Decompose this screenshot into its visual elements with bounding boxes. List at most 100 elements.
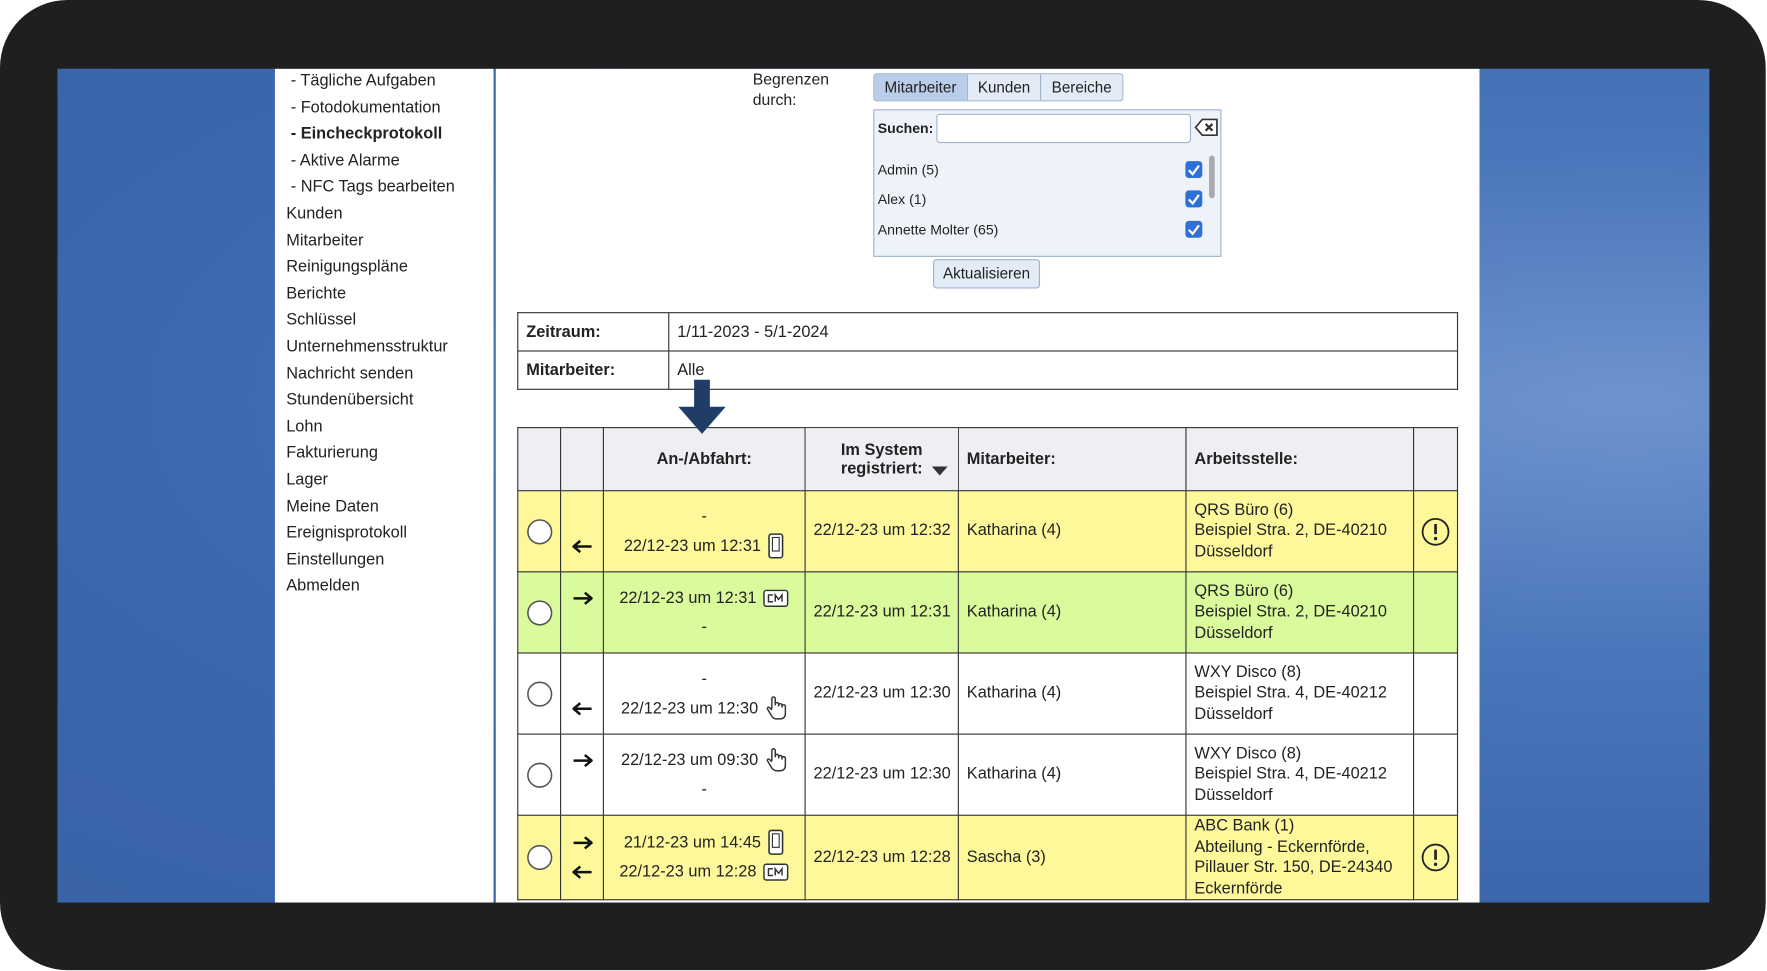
time-text: 22/12-23 um 12:31 xyxy=(623,536,761,555)
nav-item[interactable]: Unternehmensstruktur xyxy=(286,338,448,357)
table-row[interactable]: 22/12-23 um 12:31 - 22/12-23 um 12:31 Katha… xyxy=(517,571,1459,654)
direction-line xyxy=(561,775,603,804)
radio-button[interactable] xyxy=(526,761,553,788)
source-icon xyxy=(768,532,784,558)
registered: 22/12-23 um 12:30 xyxy=(813,684,951,703)
nav-item[interactable]: Reinigungspläne xyxy=(286,258,408,277)
alert[interactable] xyxy=(1414,517,1457,546)
employee-cell: Katharina (4) xyxy=(957,571,1187,654)
time-text: - xyxy=(701,618,707,637)
table-row[interactable]: - 22/12-23 um 12:30 22/12-23 um 12:30 Katha… xyxy=(517,652,1459,735)
registered-cell: 22/12-23 um 12:30 xyxy=(804,652,959,735)
time-text: 22/12-23 um 12:31 xyxy=(619,588,757,607)
nav-item[interactable]: Meine Daten xyxy=(286,497,379,516)
nav-item[interactable]: Fakturierung xyxy=(286,444,378,463)
check-in-table: An-/Abfahrt: Im System registriert: Mitarb… xyxy=(517,427,1459,901)
alert[interactable] xyxy=(1414,843,1457,872)
direction-line xyxy=(561,745,603,774)
nav-item[interactable]: - Tägliche Aufgaben xyxy=(290,72,436,91)
radio-button[interactable] xyxy=(526,599,553,626)
checkbox[interactable] xyxy=(1185,161,1203,179)
time-text: - xyxy=(701,507,707,526)
nav-item[interactable]: - Aktive Alarme xyxy=(290,151,400,170)
nav-item[interactable]: Nachricht senden xyxy=(286,364,414,383)
nav-item[interactable]: Lohn xyxy=(286,417,323,436)
time-line: 22/12-23 um 12:31 xyxy=(604,583,805,612)
direction-lines xyxy=(561,583,603,642)
registered-cell: 22/12-23 um 12:32 xyxy=(804,490,959,573)
employee-cell: Katharina (4) xyxy=(957,490,1187,573)
time-text: 22/12-23 um 09:30 xyxy=(621,751,759,770)
nav-item[interactable]: Ereignisprotokoll xyxy=(286,524,408,543)
time-text: 22/12-23 um 12:30 xyxy=(621,699,759,718)
table-row[interactable]: 21/12-23 um 14:45 22/12-23 um 12:28 22/12-… xyxy=(517,814,1459,901)
radio-cell xyxy=(518,599,560,626)
pointer-arrow xyxy=(678,379,726,434)
time-line: 21/12-23 um 14:45 xyxy=(604,828,805,857)
nav-item[interactable]: - Eincheckprotokoll xyxy=(290,125,443,144)
employee-cell: Sascha (3) xyxy=(957,814,1187,901)
checkbox[interactable] xyxy=(1185,190,1203,208)
nav-item[interactable]: Schlüssel xyxy=(286,311,357,330)
nav-item[interactable]: Abmelden xyxy=(286,577,360,596)
alert-cell xyxy=(1413,571,1459,654)
radio-button[interactable] xyxy=(526,844,553,871)
filter-tabs: Mitarbeiter Kunden Bereiche xyxy=(873,73,1123,102)
filter-list: Suchen: Admin (5) Alex (1) Annette Molter … xyxy=(873,109,1222,257)
direction-lines xyxy=(561,745,603,804)
clear-button[interactable] xyxy=(1194,117,1219,137)
nav-item[interactable]: - Fotodokumentation xyxy=(290,98,441,117)
employee: Katharina (4) xyxy=(966,684,1062,703)
info-table: Zeitraum: 1/11-2023 - 5/1-2024 Mitarbeiter… xyxy=(517,312,1459,390)
direction-cell xyxy=(560,652,604,735)
nav-item[interactable]: Einstellungen xyxy=(286,550,385,569)
column-header: Mitarbeiter: xyxy=(957,427,1187,492)
info-label: Zeitraum: xyxy=(517,312,670,352)
workplace: QRS Büro (6) Beispiel Stra. 2, DE-40210 … xyxy=(1194,582,1387,642)
search-input[interactable] xyxy=(936,113,1192,144)
time-line: 22/12-23 um 12:30 xyxy=(604,694,805,723)
alert-cell xyxy=(1413,733,1459,816)
direction-cell xyxy=(560,733,604,816)
nav-item[interactable]: Stundenübersicht xyxy=(286,391,414,410)
direction-arrow xyxy=(571,701,592,715)
column-header: Arbeitsstelle: xyxy=(1185,427,1415,492)
tab[interactable]: Kunden xyxy=(966,74,1041,101)
update-button[interactable]: Aktualisieren xyxy=(932,259,1041,289)
registered-cell: 22/12-23 um 12:30 xyxy=(804,733,959,816)
info-value: 1/11-2023 - 5/1-2024 xyxy=(668,312,1459,352)
tab[interactable]: Mitarbeiter xyxy=(874,74,967,101)
time-lines: - 22/12-23 um 12:30 xyxy=(604,664,805,723)
search-label: Suchen: xyxy=(877,120,934,137)
checkbox[interactable] xyxy=(1185,220,1203,238)
nav-item[interactable]: Berichte xyxy=(286,284,347,303)
direction-line xyxy=(561,828,603,857)
registered: 22/12-23 um 12:30 xyxy=(813,765,951,784)
column-header[interactable]: Im System registriert: xyxy=(804,427,959,492)
time-line: - xyxy=(604,502,805,531)
header-cell xyxy=(1413,427,1459,492)
direction-arrow xyxy=(572,591,593,605)
direction-cell xyxy=(560,571,604,654)
alert-cell xyxy=(1413,490,1459,573)
direction-line xyxy=(561,612,603,641)
employee: Katharina (4) xyxy=(966,603,1062,622)
registered: 22/12-23 um 12:31 xyxy=(813,603,951,622)
radio-button[interactable] xyxy=(526,680,553,707)
radio-button[interactable] xyxy=(526,518,553,545)
nav-item[interactable]: Lager xyxy=(286,471,329,490)
direction-cell xyxy=(560,814,604,901)
nav-item[interactable]: - NFC Tags bearbeiten xyxy=(290,178,455,197)
nav-item[interactable]: Kunden xyxy=(286,205,343,224)
time-line: - xyxy=(604,775,805,804)
column-header: An-/Abfahrt: xyxy=(602,427,806,492)
table-row[interactable]: - 22/12-23 um 12:31 22/12-23 um 12:32 Katha… xyxy=(517,490,1459,573)
time-cell: - 22/12-23 um 12:30 xyxy=(602,652,806,735)
nav-item[interactable]: Mitarbeiter xyxy=(286,231,364,250)
workplace: WXY Disco (8) Beispiel Stra. 4, DE-40212… xyxy=(1194,744,1387,805)
list-item: Alex (1) xyxy=(877,191,927,208)
direction-arrow xyxy=(571,865,592,879)
tab[interactable]: Bereiche xyxy=(1040,74,1122,101)
table-row[interactable]: 22/12-23 um 09:30 - 22/12-23 um 12:30 Katha… xyxy=(517,733,1459,816)
